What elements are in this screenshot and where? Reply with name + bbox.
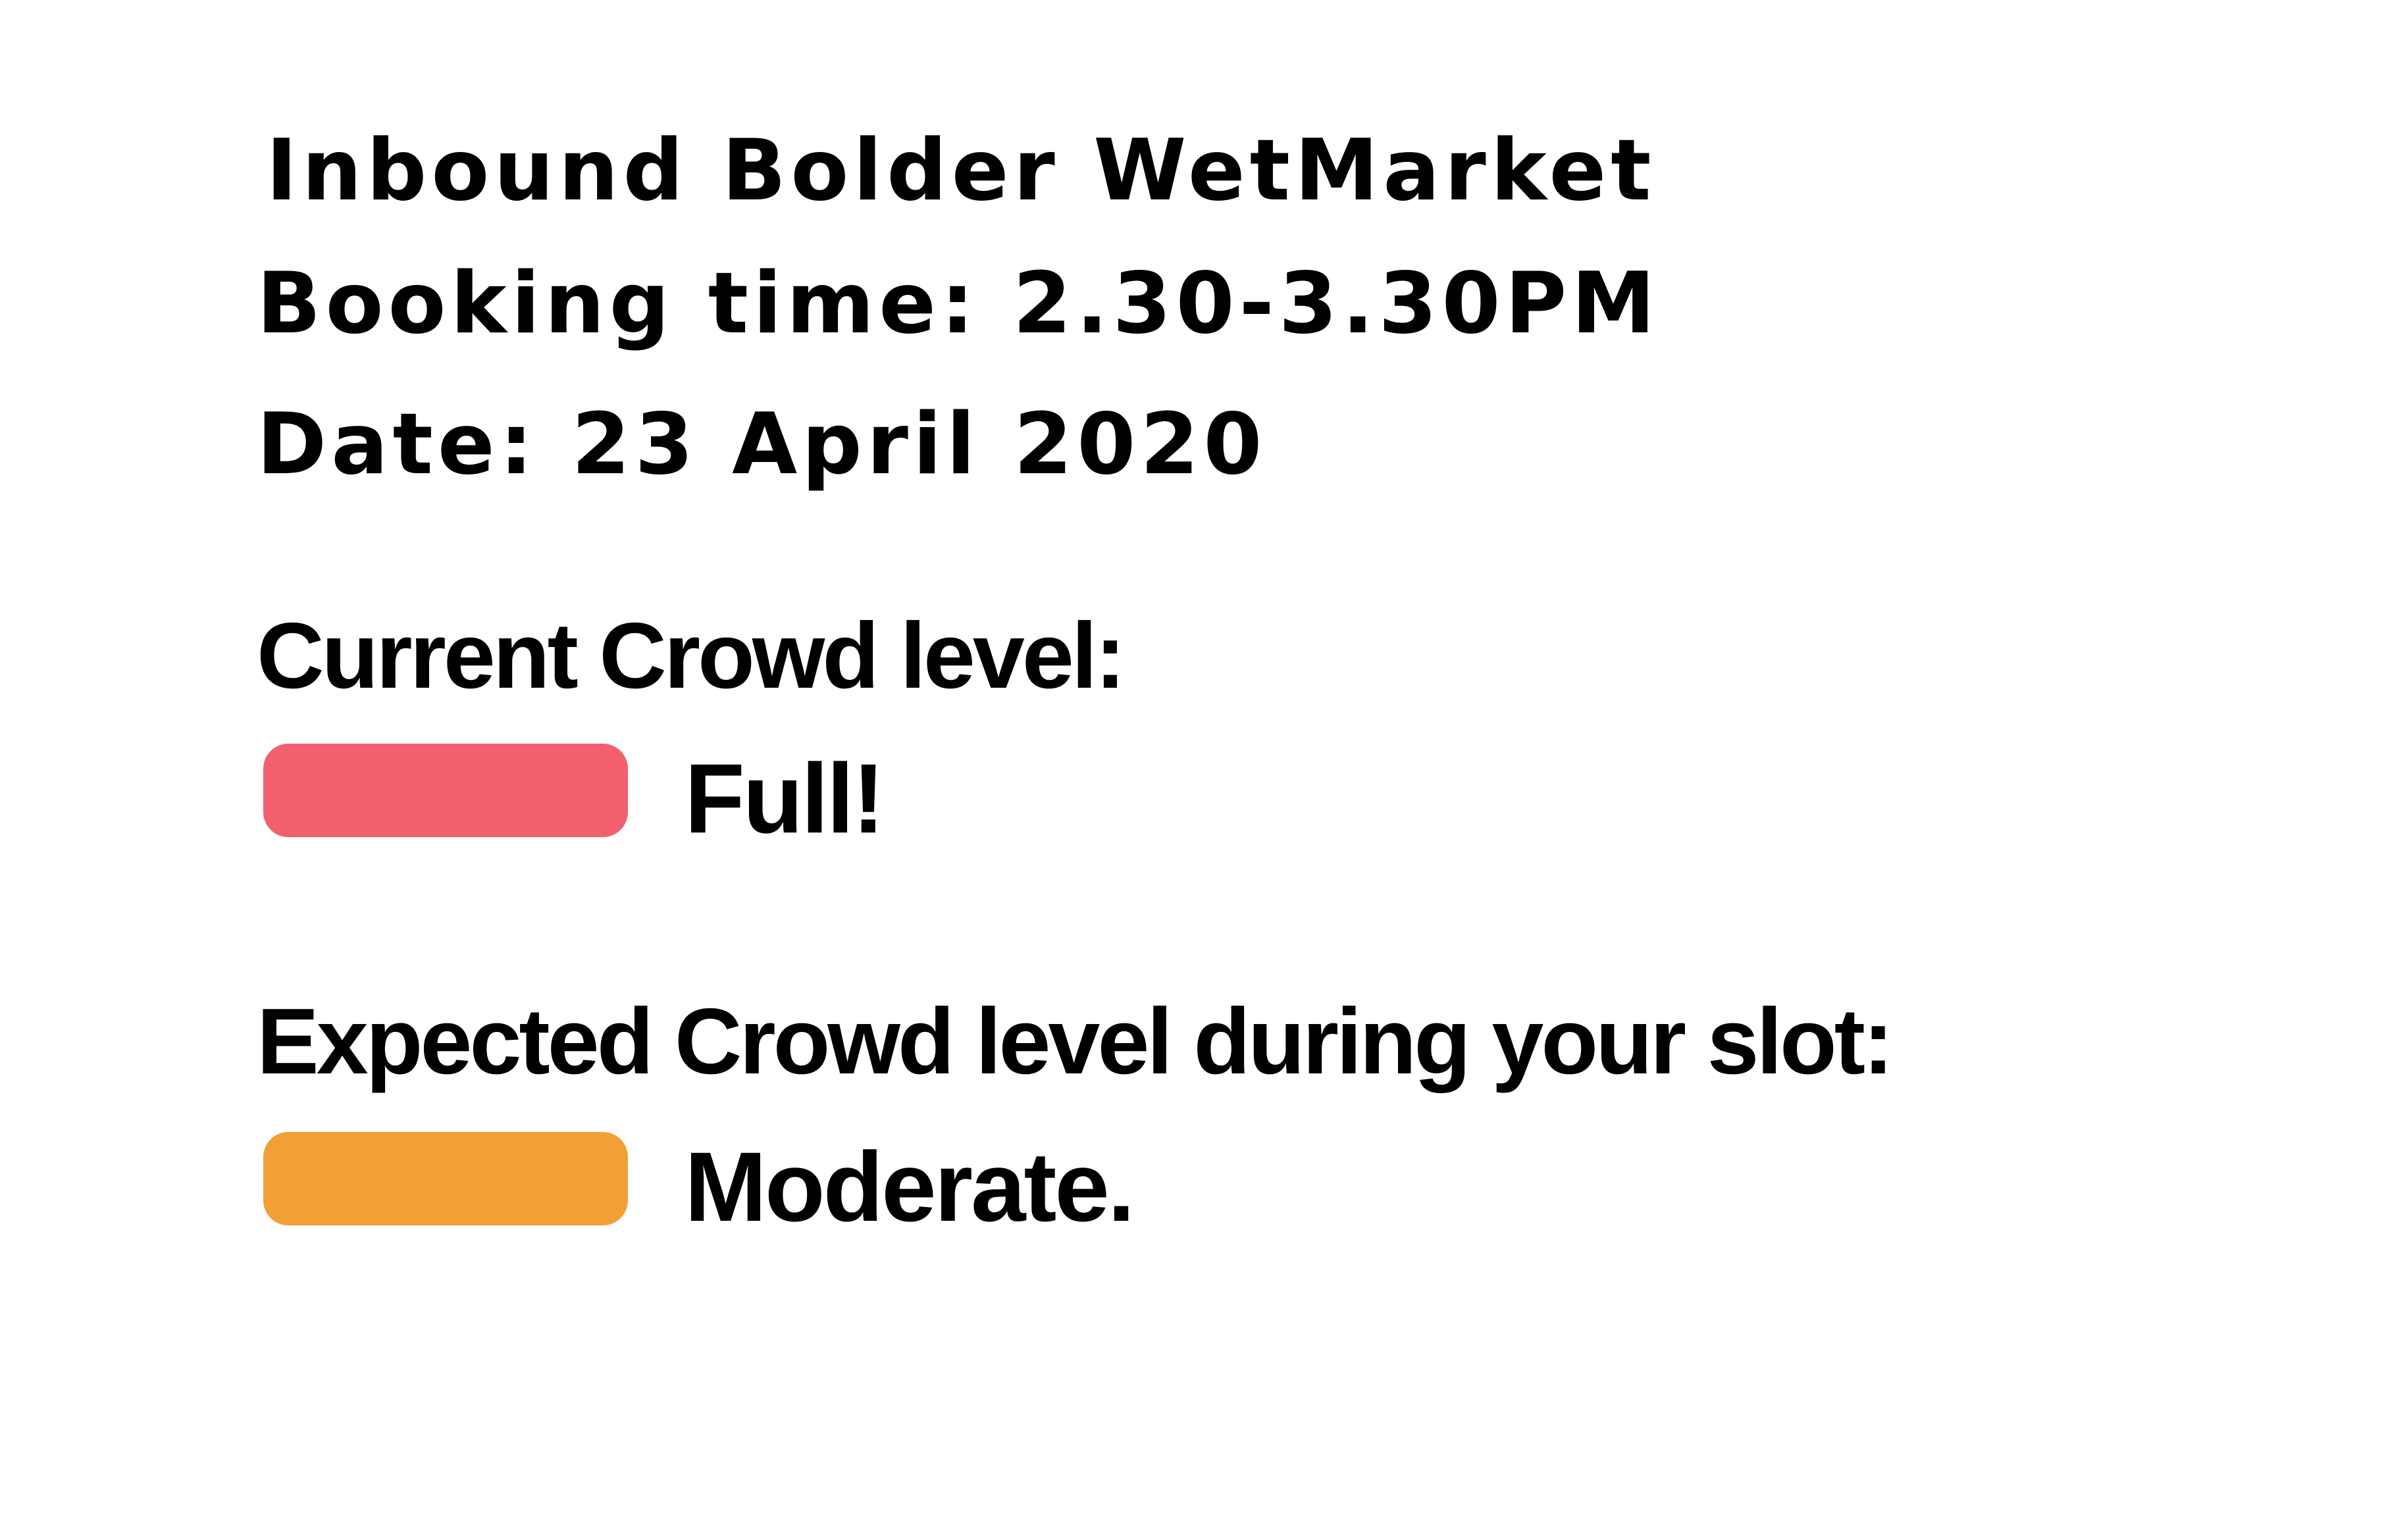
current-crowd-status: Full! (685, 743, 885, 854)
current-crowd-label: Current Crowd level: (257, 603, 1126, 708)
expected-crowd-status: Moderate. (685, 1131, 1135, 1242)
expected-crowd-indicator (263, 1132, 628, 1225)
expected-crowd-label: Expected Crowd level during your slot: (257, 989, 1894, 1094)
booking-time: Booking time: 2.30-3.30PM (257, 255, 1660, 353)
current-crowd-indicator (263, 744, 628, 837)
booking-date: Date: 23 April 2020 (257, 396, 1267, 494)
venue-name: Inbound Bolder WetMarket (266, 122, 1656, 220)
